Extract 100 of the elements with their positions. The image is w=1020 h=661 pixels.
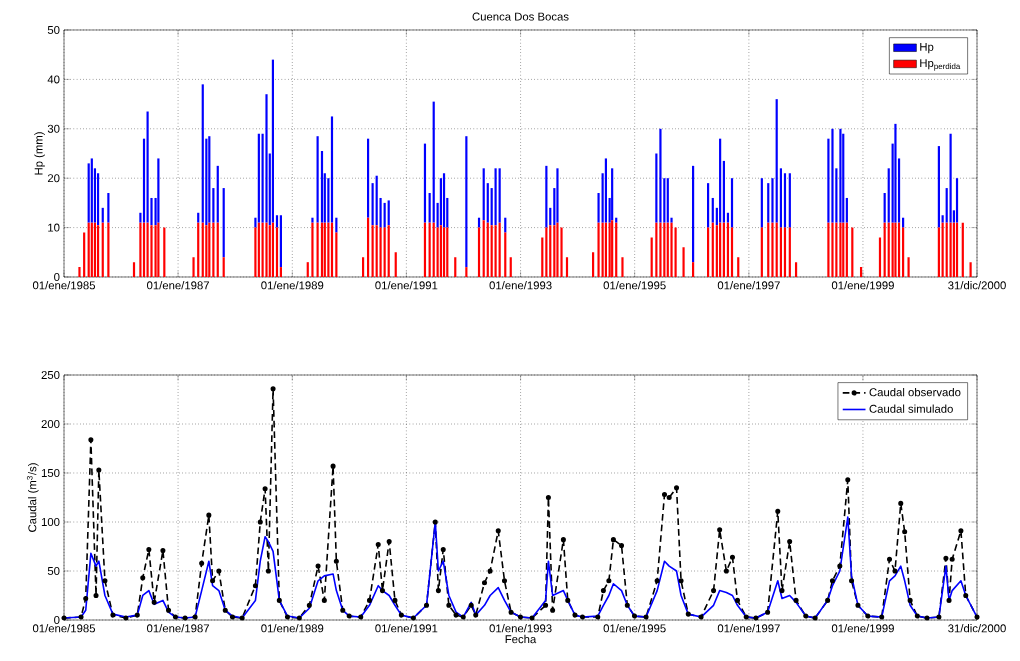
bar bbox=[707, 227, 710, 277]
bar bbox=[261, 222, 264, 277]
bar bbox=[961, 222, 964, 277]
bar bbox=[142, 222, 146, 277]
x-tick-label: 01/ene/1987 bbox=[147, 281, 209, 290]
bar bbox=[692, 262, 695, 277]
bar bbox=[316, 222, 319, 277]
y-tick-label: 150 bbox=[41, 469, 60, 478]
bar bbox=[157, 158, 160, 223]
x-tick-label: 31/dic/2000 bbox=[948, 624, 1006, 633]
bar bbox=[663, 222, 666, 277]
legend-label: Caudal observado bbox=[869, 387, 961, 397]
bar bbox=[222, 188, 225, 258]
bar bbox=[719, 222, 722, 277]
bar bbox=[222, 257, 225, 277]
bar bbox=[101, 207, 104, 223]
bar bbox=[477, 227, 481, 277]
x-tick-label: 01/ene/1985 bbox=[32, 624, 96, 633]
bar bbox=[163, 227, 166, 277]
bar bbox=[650, 237, 653, 277]
bar bbox=[831, 128, 834, 223]
bar bbox=[955, 178, 959, 223]
bar bbox=[941, 222, 944, 277]
bar bbox=[330, 222, 334, 277]
bar bbox=[454, 257, 457, 277]
bar bbox=[842, 222, 845, 277]
bar bbox=[949, 133, 952, 223]
x-tick-label: 01/ene/1993 bbox=[489, 281, 552, 290]
bar bbox=[937, 146, 940, 228]
bar bbox=[212, 222, 215, 277]
bar bbox=[428, 222, 431, 277]
x-tick-label: 01/ene/1995 bbox=[603, 624, 666, 633]
bar bbox=[775, 222, 778, 277]
bar bbox=[371, 183, 374, 226]
y-axis-title: Hp (mm) bbox=[34, 132, 45, 175]
bar bbox=[428, 193, 431, 223]
bar bbox=[894, 222, 897, 277]
bar bbox=[730, 227, 734, 277]
bar bbox=[257, 222, 260, 277]
y-tick-label: 0 bbox=[54, 616, 60, 625]
x-tick-label: 01/ene/1995 bbox=[603, 281, 666, 290]
y-tick-label: 50 bbox=[47, 25, 60, 34]
bar bbox=[275, 227, 279, 277]
bar bbox=[197, 222, 200, 277]
y-axis-title: Caudal (m$^{3}$/s) bbox=[26, 463, 39, 532]
bar bbox=[254, 227, 257, 277]
bar bbox=[423, 222, 427, 277]
bar bbox=[446, 227, 449, 277]
bar bbox=[375, 175, 378, 226]
bar bbox=[775, 99, 778, 223]
bar bbox=[139, 222, 142, 277]
bar bbox=[949, 222, 952, 277]
bar bbox=[783, 227, 787, 277]
bar bbox=[320, 151, 324, 223]
bar bbox=[545, 227, 548, 277]
bar bbox=[87, 222, 90, 277]
bar bbox=[371, 225, 374, 277]
bar bbox=[553, 225, 556, 277]
y-tick-label: 250 bbox=[41, 371, 60, 380]
bar bbox=[201, 84, 204, 223]
bar bbox=[311, 217, 314, 223]
x-tick-label: 01/ene/1997 bbox=[717, 624, 780, 633]
x-tick-label: 01/ene/1987 bbox=[147, 624, 209, 633]
bar bbox=[279, 267, 282, 277]
bar bbox=[268, 225, 271, 277]
bar bbox=[93, 222, 97, 277]
bar bbox=[887, 222, 890, 277]
bar bbox=[486, 222, 489, 277]
bar bbox=[192, 257, 195, 277]
bar bbox=[379, 227, 382, 277]
bar bbox=[611, 168, 614, 221]
bar bbox=[323, 222, 326, 277]
bar bbox=[788, 173, 791, 228]
bar bbox=[107, 193, 110, 223]
bar bbox=[320, 222, 324, 277]
bar bbox=[545, 165, 548, 228]
bar bbox=[839, 128, 842, 223]
bar bbox=[482, 168, 485, 221]
bar bbox=[969, 262, 972, 277]
y-tick-label: 100 bbox=[41, 518, 60, 527]
bar bbox=[692, 165, 695, 263]
bar bbox=[465, 136, 468, 268]
bar bbox=[894, 123, 897, 223]
bar bbox=[212, 188, 215, 223]
bar bbox=[279, 215, 282, 268]
bar bbox=[432, 101, 435, 223]
bar bbox=[494, 225, 497, 277]
bar bbox=[465, 267, 468, 277]
bar bbox=[707, 183, 710, 228]
bar bbox=[771, 178, 774, 223]
bar bbox=[682, 247, 685, 277]
x-tick-label: 01/ene/1985 bbox=[32, 281, 96, 290]
bar bbox=[711, 197, 714, 223]
bar bbox=[549, 225, 552, 277]
bar bbox=[504, 232, 507, 277]
bar bbox=[208, 136, 211, 223]
bar bbox=[83, 232, 86, 277]
bar bbox=[330, 116, 334, 223]
bar bbox=[897, 222, 901, 277]
bar bbox=[490, 225, 493, 277]
